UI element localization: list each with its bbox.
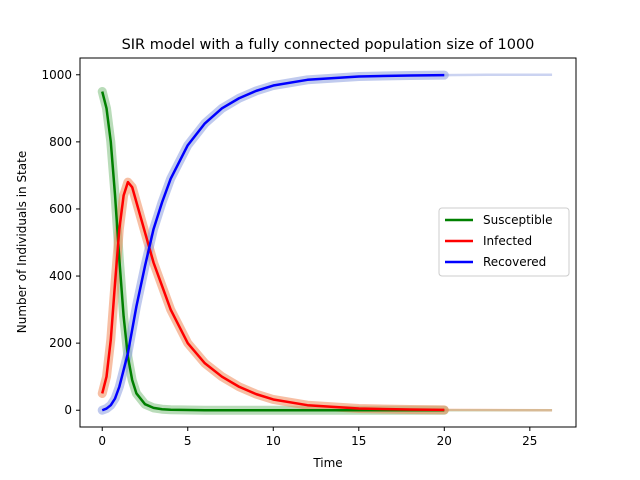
- legend-label-susceptible: Susceptible: [483, 213, 552, 227]
- series-lines: [101, 73, 445, 412]
- legend-label-infected: Infected: [483, 234, 532, 248]
- x-tick-label: 0: [98, 434, 106, 448]
- y-tick-label: 0: [64, 403, 72, 417]
- y-tick-label: 400: [49, 269, 72, 283]
- y-axis-ticks: 0 200 400 600 800 1000: [41, 68, 80, 417]
- y-tick-label: 200: [49, 336, 72, 350]
- legend-box: [438, 207, 570, 277]
- x-tick-label: 10: [266, 434, 281, 448]
- x-tick-label: 25: [522, 434, 537, 448]
- x-tick-label: 15: [351, 434, 366, 448]
- x-axis-ticks: 0 5 10 15 20 25: [98, 427, 537, 448]
- x-axis-label: Time: [312, 456, 342, 470]
- x-tick-label: 20: [437, 434, 452, 448]
- susceptible-line: [101, 91, 445, 412]
- plot-frame: [79, 57, 577, 428]
- y-tick-label: 600: [49, 202, 72, 216]
- y-tick-label: 1000: [41, 68, 72, 82]
- infected-line: [101, 180, 445, 412]
- recovered-line: [101, 73, 445, 412]
- y-axis-label: Number of Individuals in State: [15, 151, 29, 333]
- y-tick-label: 800: [49, 135, 72, 149]
- legend-label-recovered: Recovered: [483, 255, 546, 269]
- chart-title: SIR model with a fully connected populat…: [122, 37, 535, 53]
- x-tick-label: 5: [184, 434, 192, 448]
- legend: Susceptible Infected Recovered: [438, 207, 570, 277]
